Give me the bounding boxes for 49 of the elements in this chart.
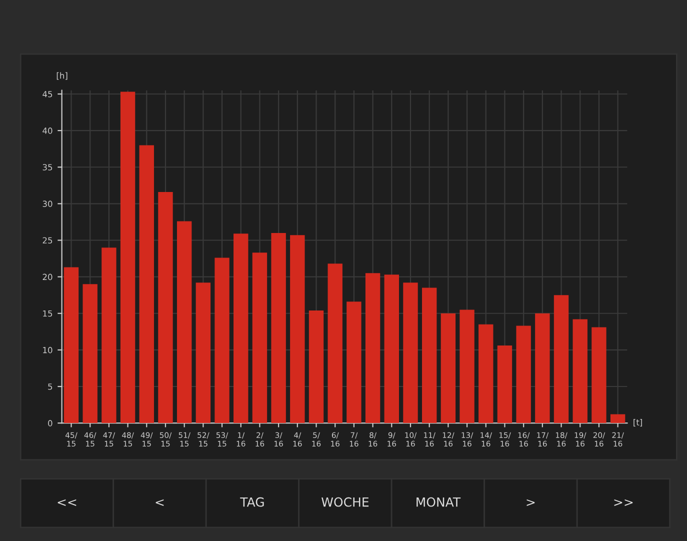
text: > xyxy=(526,499,535,506)
bar xyxy=(290,235,305,424)
x-axis-title: [t] xyxy=(634,419,642,426)
y-tick-label: 10 xyxy=(43,346,52,354)
bar xyxy=(158,192,173,424)
bar xyxy=(497,346,512,424)
bar xyxy=(516,326,531,424)
bar xyxy=(196,282,211,424)
text: << xyxy=(58,499,76,506)
bar xyxy=(139,145,154,424)
y-tick-label: 40 xyxy=(42,128,52,134)
bar xyxy=(440,313,456,424)
bar xyxy=(271,232,286,424)
bar xyxy=(214,258,230,424)
bar xyxy=(535,313,550,424)
bar xyxy=(365,273,380,424)
bar xyxy=(554,295,569,424)
y-tick-label: 15 xyxy=(43,310,52,317)
y-tick-label: 30 xyxy=(42,200,52,207)
bar xyxy=(102,248,116,424)
y-tick-label: 45 xyxy=(42,91,52,98)
bar xyxy=(234,234,248,424)
bar xyxy=(384,274,399,424)
bar xyxy=(403,282,418,424)
bar xyxy=(592,327,606,424)
bar xyxy=(610,414,626,424)
text: WOCHE xyxy=(322,497,369,507)
bar xyxy=(328,264,342,424)
y-tick-label: 35 xyxy=(42,164,52,170)
bar xyxy=(422,288,437,424)
y-axis-title: [h] xyxy=(56,72,68,80)
y-tick-label: 0 xyxy=(48,420,52,426)
bar xyxy=(308,310,324,424)
y-tick-label: 5 xyxy=(48,384,52,390)
bar xyxy=(120,92,136,424)
bar xyxy=(176,221,192,424)
text: TAG xyxy=(240,497,264,507)
bar xyxy=(82,284,98,424)
text: < xyxy=(156,499,164,506)
bar xyxy=(572,319,588,424)
bar xyxy=(460,310,474,424)
bar xyxy=(478,324,494,424)
bar xyxy=(252,252,268,424)
text: >> xyxy=(614,499,633,506)
bar xyxy=(64,267,79,424)
text: MONAT xyxy=(416,497,461,507)
y-tick-label: 20 xyxy=(42,274,52,280)
bar xyxy=(346,302,362,424)
y-tick-label: 25 xyxy=(42,237,52,244)
